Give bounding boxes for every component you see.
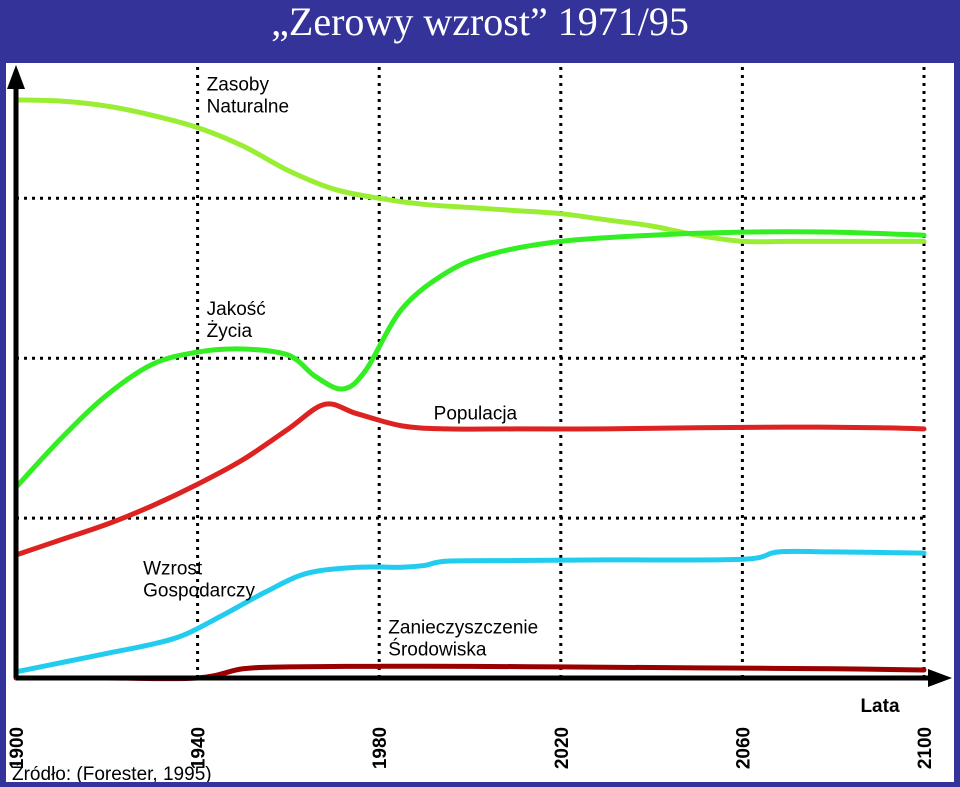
series-line-populacja <box>13 401 927 558</box>
page-title: „Zerowy wzrost” 1971/95 <box>271 0 689 44</box>
series-label: Zasoby Naturalne <box>207 75 289 118</box>
x-tick-label: 1900 <box>7 727 28 769</box>
y-axis-arrow <box>7 65 25 89</box>
series-label: Zanieczyszczenie Środowiska <box>388 618 538 661</box>
series-line-wzrost-gospodarczy <box>13 548 927 675</box>
x-tick-label: 2020 <box>552 727 573 769</box>
x-tick-labels: 1900 1940 1980 2020 2060 2100 <box>7 727 936 769</box>
series-group <box>13 97 927 682</box>
axes <box>7 65 952 687</box>
x-axis-arrow <box>928 669 952 687</box>
x-tick-label: 1940 <box>189 727 210 769</box>
x-tick-label: 2100 <box>915 727 936 769</box>
chart-panel: 1900 1940 1980 2020 2060 2100 Zasoby Naturalne… <box>6 63 954 782</box>
x-tick-label: 1980 <box>370 727 391 769</box>
series-line-jako-ycia <box>13 229 927 490</box>
series-labels: Zasoby Naturalne Jakość Życia Populacja Wzros… <box>143 75 538 661</box>
series-label: Wzrost Gospodarczy <box>143 559 255 602</box>
line-chart: 1900 1940 1980 2020 2060 2100 Zasoby Naturalne… <box>7 65 952 782</box>
source-note: Źródło: (Forester, 1995) <box>12 764 212 782</box>
series-label: Jakość Życia <box>207 299 266 342</box>
series-label: Populacja <box>434 404 518 425</box>
x-axis-label: Lata <box>860 696 900 717</box>
x-tick-label: 2060 <box>733 727 754 769</box>
grid <box>16 67 926 678</box>
series-line-zasoby-naturalne <box>13 97 927 245</box>
